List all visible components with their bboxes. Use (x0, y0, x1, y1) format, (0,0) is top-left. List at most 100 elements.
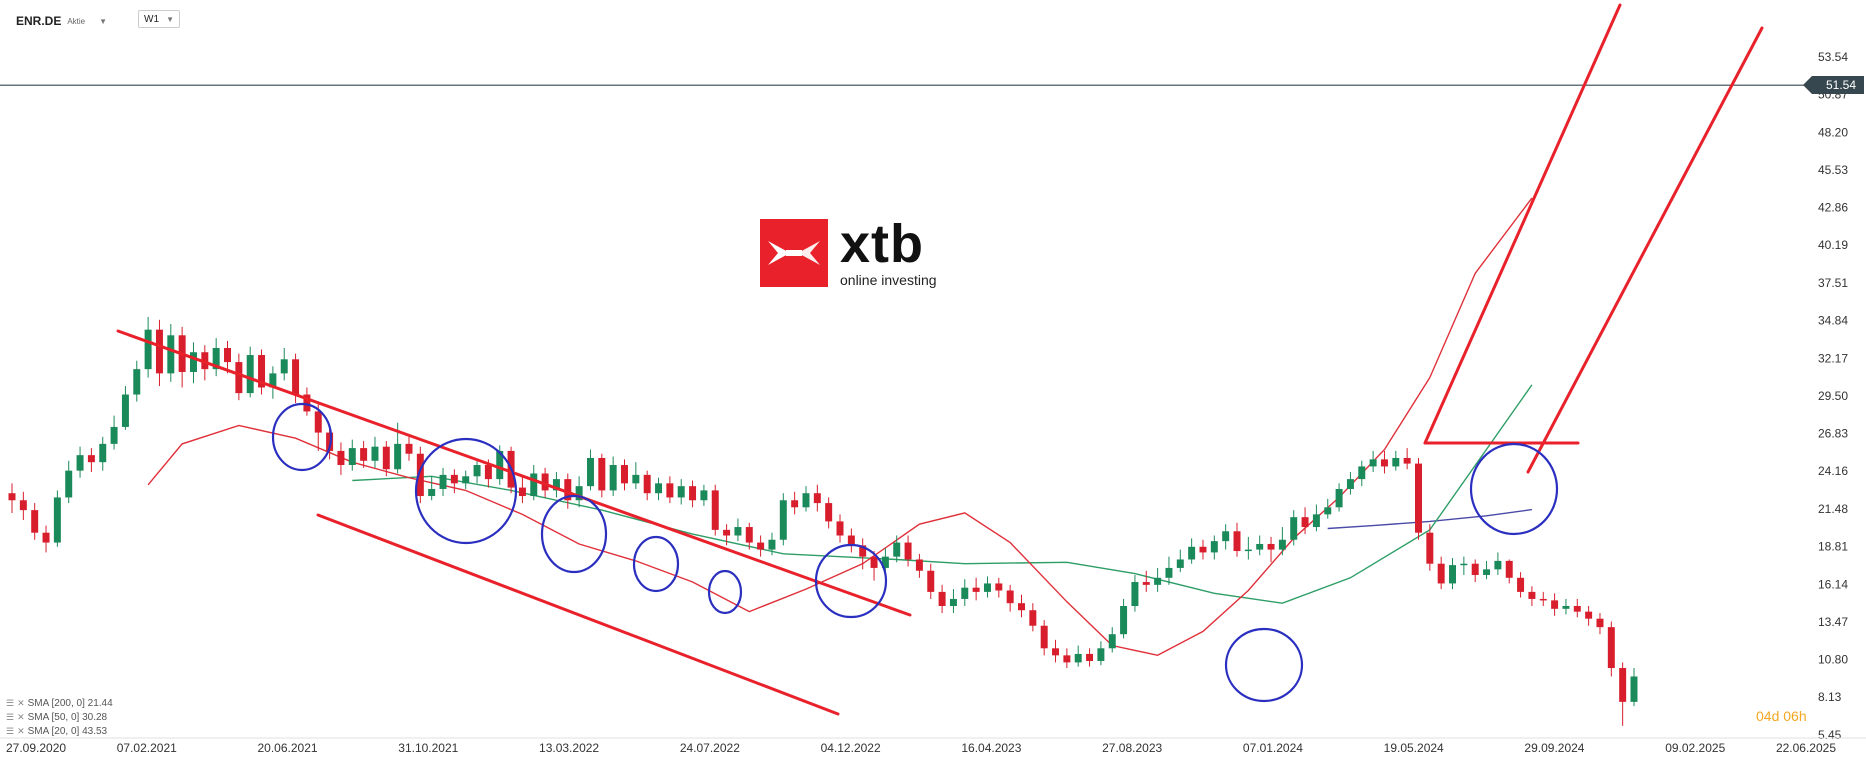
candle (246, 346, 254, 398)
candle-body (847, 535, 855, 546)
candle-body (1301, 517, 1309, 528)
candle (972, 577, 980, 601)
candle (1131, 574, 1139, 612)
candle (632, 462, 640, 489)
candle-body (1256, 543, 1264, 550)
candle (711, 484, 719, 536)
legend-item-sma20[interactable]: ☰ ✕ SMA [20, 0] 43.53 (6, 724, 113, 738)
candle (791, 491, 799, 515)
candle (53, 490, 61, 547)
candle (745, 522, 753, 550)
candle (269, 366, 277, 399)
candle-body (1165, 567, 1173, 578)
candle-body (1596, 618, 1604, 628)
candle (723, 524, 731, 546)
candle (1483, 560, 1491, 580)
candle (700, 484, 708, 506)
candle-body (326, 432, 334, 451)
candle-body (1551, 600, 1559, 609)
candle-body (598, 457, 606, 491)
y-tick-label: 16.14 (1818, 577, 1848, 591)
annotations (116, 3, 1764, 716)
instrument-header[interactable]: ENR.DE Aktie ▼ (16, 10, 107, 32)
candle-body (416, 453, 424, 497)
legend-label: SMA [50, 0] 30.28 (27, 711, 108, 723)
candle (1437, 556, 1445, 590)
x-tick-label: 04.12.2022 (821, 741, 881, 755)
candle (1392, 450, 1400, 471)
candle-body (1483, 569, 1491, 575)
timeframe-select[interactable]: W1 ▼ (138, 10, 180, 28)
candle-body (779, 500, 787, 540)
candle (666, 476, 674, 504)
x-tick-label: 07.01.2024 (1243, 741, 1303, 755)
candle (643, 470, 651, 501)
candle (1108, 627, 1116, 653)
candle-body (983, 583, 991, 592)
candle-body (893, 542, 901, 557)
settings-icon[interactable]: ☰ (6, 697, 15, 708)
candle (1210, 535, 1218, 560)
candle-body (269, 373, 277, 388)
candle-body (144, 329, 152, 370)
candle-body (609, 465, 617, 491)
candle (1233, 522, 1241, 557)
candle (1244, 536, 1252, 560)
candle-body (1097, 648, 1105, 661)
candle-body (1244, 549, 1252, 552)
candle (76, 446, 84, 478)
sma-200-line (1327, 508, 1532, 530)
legend-label: SMA [20, 0] 43.53 (27, 725, 108, 737)
candle-body (496, 450, 504, 480)
candle (1188, 538, 1196, 564)
candle (1324, 498, 1332, 519)
candle (1006, 584, 1014, 612)
current-price-tag: 51.54 (1802, 76, 1865, 95)
candle (1086, 648, 1094, 667)
candle-body (405, 443, 413, 454)
candle (428, 476, 436, 501)
logo-mark (760, 219, 828, 287)
candle (1256, 535, 1264, 556)
candle (416, 446, 424, 504)
candle-body (530, 473, 538, 497)
chevron-down-icon: ▼ (166, 14, 174, 24)
candle-body (450, 474, 458, 484)
candle (280, 347, 288, 381)
settings-icon[interactable]: ☰ (6, 725, 15, 736)
candle-body (1528, 591, 1536, 599)
candle-body (65, 470, 73, 498)
candle-body (439, 474, 447, 489)
candle (870, 551, 878, 581)
legend-item-sma50[interactable]: ☰ ✕ SMA [50, 0] 30.28 (6, 710, 113, 724)
candle-body (1120, 605, 1128, 635)
candle-body (246, 355, 254, 394)
x-tick-label: 19.05.2024 (1384, 741, 1444, 755)
y-tick-label: 29.50 (1818, 389, 1848, 403)
candle-body (881, 556, 889, 568)
candle-body (1290, 517, 1298, 540)
y-tick-label: 45.53 (1818, 163, 1848, 177)
y-tick-label: 53.54 (1818, 50, 1848, 64)
legend-label: SMA [200, 0] 21.44 (27, 697, 113, 709)
candle (1052, 639, 1060, 663)
y-tick-label: 42.86 (1818, 201, 1848, 215)
candle-body (643, 474, 651, 494)
candle-body (1392, 457, 1400, 467)
candle-body (484, 465, 492, 480)
legend-item-sma200[interactable]: ☰ ✕ SMA [200, 0] 21.44 (6, 696, 113, 710)
candle-body (564, 479, 572, 501)
candle (133, 360, 141, 402)
close-icon[interactable]: ✕ (17, 697, 25, 708)
chevron-down-icon[interactable]: ▼ (99, 16, 108, 26)
candle (1335, 483, 1343, 512)
candle-body (1403, 457, 1411, 464)
settings-icon[interactable]: ☰ (6, 711, 15, 722)
candle (87, 448, 95, 473)
candle-body (1063, 655, 1071, 663)
candle (530, 465, 538, 501)
close-icon[interactable]: ✕ (17, 711, 25, 722)
candle (1290, 510, 1298, 546)
close-icon[interactable]: ✕ (17, 725, 25, 736)
